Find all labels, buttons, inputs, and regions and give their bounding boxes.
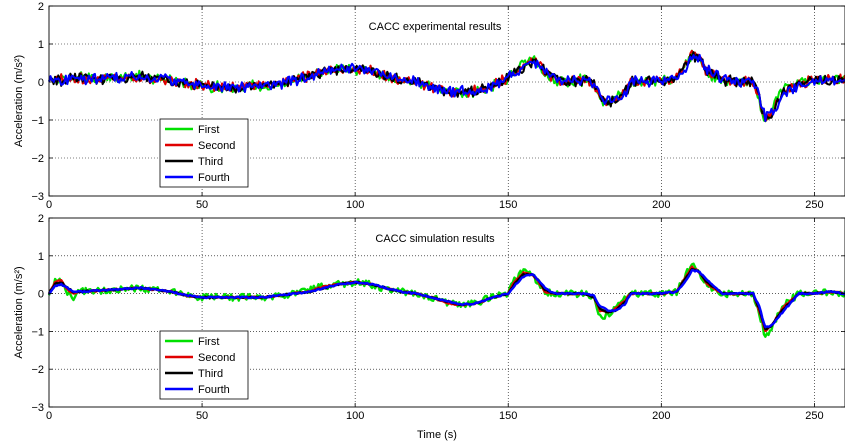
y-tick-label: −3 [31,402,44,414]
legend-label-fourth: Fourth [198,172,230,184]
y-tick-label: 0 [38,77,44,89]
legend-label-third: Third [198,368,223,380]
legend-label-third: Third [198,156,223,168]
chart-title: CACC simulation results [375,233,495,245]
x-tick-label: 200 [652,199,670,211]
x-tick-label: 0 [46,410,52,422]
legend: First Second Third Fourth [159,330,249,400]
x-tick-label: 100 [346,410,364,422]
x-tick-label: 200 [652,410,670,422]
x-tick-label: 250 [805,410,823,422]
y-tick-label: −1 [31,115,44,127]
y-axis-label: Acceleration (m/s²) [13,266,25,358]
series-line-first [47,262,845,338]
y-tick-label: −2 [31,153,44,165]
legend-label-second: Second [198,352,235,364]
axes-frame [48,217,845,408]
x-tick-label: 50 [196,199,208,211]
series-line-fourth [48,53,845,122]
legend: First Second Third Fourth [159,118,249,188]
legend-box [159,330,249,400]
y-tick-label: −1 [31,326,44,338]
y-tick-label: 1 [38,39,44,51]
y-tick-label: 0 [38,289,44,301]
y-tick-label: −3 [31,191,44,203]
x-tick-label: 150 [499,410,517,422]
axes-frame [48,5,845,197]
x-tick-label: 150 [499,199,517,211]
figure-x-axis-label: Time (s) [417,429,457,441]
legend-box [159,118,249,188]
y-tick-label: 2 [38,1,44,13]
x-tick-label: 0 [46,199,52,211]
legend-label-second: Second [198,140,235,152]
legend-label-first: First [198,124,219,136]
x-tick-label: 50 [196,410,208,422]
x-tick-label: 100 [346,199,364,211]
legend-label-fourth: Fourth [198,384,230,396]
legend-label-first: First [198,336,219,348]
top-chart-panel: 0 50 100 150 200 250 −3 −2 −1 0 1 2 CACC experimenta… [13,1,845,211]
chart-title: CACC experimental results [369,21,502,33]
x-tick-label: 250 [805,199,823,211]
series-line-fourth [48,269,845,329]
bottom-chart-panel: 0 50 100 150 200 250 −3 −2 −1 0 1 2 CACC simulation … [13,213,845,422]
y-tick-label: 1 [38,251,44,263]
y-axis-label: Acceleration (m/s²) [13,55,25,147]
y-tick-label: 2 [38,213,44,225]
y-tick-label: −2 [31,364,44,376]
